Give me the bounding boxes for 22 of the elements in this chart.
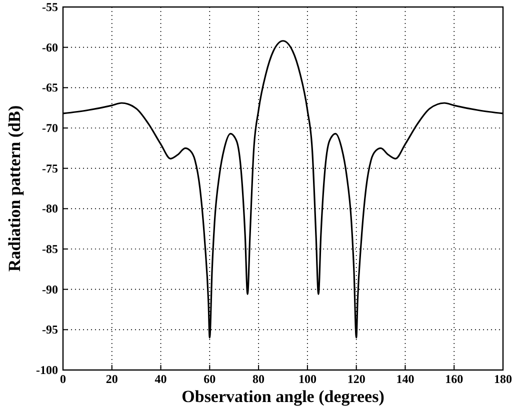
x-tick-label: 60 [204,372,216,386]
y-tick-label: -60 [42,40,58,54]
x-tick-label: 20 [106,372,118,386]
x-tick-label: 160 [445,372,464,386]
y-tick-label: -85 [42,242,58,256]
x-tick-label: 0 [60,372,66,386]
y-tick-label: -90 [42,282,58,296]
x-tick-label: 80 [252,372,265,386]
x-axis-title: Observation angle (degrees) [182,387,384,406]
x-tick-label: 120 [347,372,366,386]
y-tick-label: -80 [42,202,58,216]
y-tick-label: -75 [42,161,58,176]
y-tick-label: -65 [42,80,58,95]
y-tick-label: -100 [36,363,58,377]
x-tick-label: 140 [396,372,414,386]
y-tick-label: -55 [42,0,58,14]
y-axis-title: Radiation pattern (dB) [5,105,24,272]
y-tick-label: -70 [42,121,58,135]
x-tick-label: 180 [494,372,512,386]
x-tick-label: 100 [298,372,316,386]
x-tick-label: 40 [154,372,167,386]
y-tick-label: -95 [42,322,58,337]
